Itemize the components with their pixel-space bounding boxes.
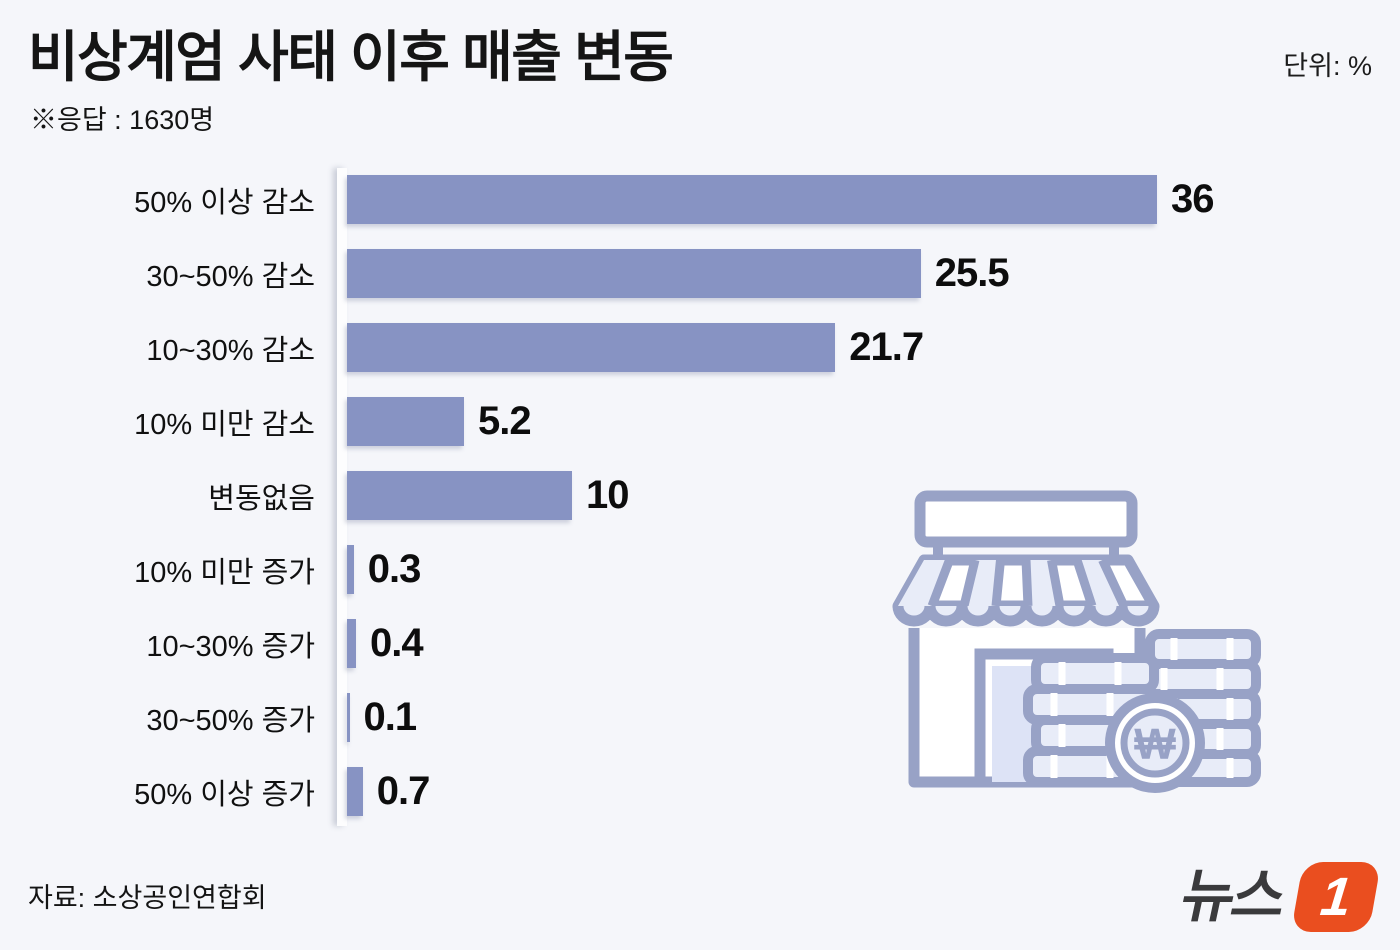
category-label: 10% 미만 증가 <box>134 556 315 589</box>
chart-row: 변동없음 10 <box>0 471 1400 520</box>
bar <box>347 323 836 372</box>
category-label: 10% 미만 감소 <box>134 408 315 441</box>
chart-row: 10% 미만 증가 0.3 <box>0 545 1400 594</box>
category-label: 50% 이상 감소 <box>134 186 315 219</box>
bar <box>347 249 921 298</box>
value-label: 25.5 <box>934 251 1010 295</box>
bar <box>347 175 1157 224</box>
store-sign <box>914 490 1138 548</box>
bar-track: 0.4 <box>332 619 1400 668</box>
bar-track: 21.7 <box>332 323 1400 372</box>
bar-chart: 50% 이상 감소 36 30~50% 감소 25.5 10~30% 감소 21.7 10%… <box>0 175 1400 841</box>
source-label: 자료: 소상공인연합회 <box>28 883 267 913</box>
won-symbol: ₩ <box>1134 720 1176 769</box>
news1-logo-text: 뉴스 <box>1175 864 1291 929</box>
chart-axis-line <box>337 168 347 826</box>
news1-logo-badge: 1 <box>1290 862 1382 932</box>
category-label: 10~30% 증가 <box>146 630 315 663</box>
won-coin: ₩ <box>1105 693 1205 793</box>
chart-row: 10% 미만 감소 5.2 <box>0 397 1400 446</box>
value-label: 5.2 <box>478 399 532 443</box>
category-label: 변동없음 <box>208 482 315 515</box>
value-label: 36 <box>1171 177 1214 221</box>
bar-track: 0.1 <box>332 693 1400 742</box>
category-label: 10~30% 감소 <box>146 334 315 367</box>
category-label: 30~50% 증가 <box>146 704 315 737</box>
chart-row: 50% 이상 증가 0.7 <box>0 767 1400 816</box>
bar <box>347 545 354 594</box>
bar <box>347 767 363 816</box>
bar-track: 36 <box>332 175 1400 224</box>
value-label: 10 <box>586 473 629 517</box>
unit-label: 단위: % <box>1283 51 1372 81</box>
bar-track: 5.2 <box>332 397 1400 446</box>
bar <box>347 693 350 742</box>
chart-row: 10~30% 증가 0.4 <box>0 619 1400 668</box>
chart-row: 50% 이상 감소 36 <box>0 175 1400 224</box>
page-title: 비상계엄 사태 이후 매출 변동 <box>28 26 674 88</box>
category-label: 30~50% 감소 <box>146 260 315 293</box>
respondents-note: ※응답 : 1630명 <box>30 105 215 135</box>
bar <box>347 397 464 446</box>
chart-row: 10~30% 감소 21.7 <box>0 323 1400 372</box>
value-label: 21.7 <box>849 325 924 369</box>
news1-logo: 뉴스 1 <box>1175 858 1382 936</box>
value-label: 0.1 <box>363 695 418 739</box>
bar-track: 0.7 <box>332 767 1400 816</box>
value-label: 0.3 <box>367 547 422 591</box>
bar-track: 25.5 <box>332 249 1400 298</box>
news1-logo-badge-number: 1 <box>1317 867 1355 927</box>
value-label: 0.7 <box>376 769 431 813</box>
storefront-coins-icon: ₩ <box>892 490 1261 793</box>
chart-row: 30~50% 증가 0.1 <box>0 693 1400 742</box>
bar <box>347 619 356 668</box>
value-label: 0.4 <box>370 621 424 665</box>
chart-row: 30~50% 감소 25.5 <box>0 249 1400 298</box>
bar-track: 10 <box>332 471 1400 520</box>
bar <box>347 471 572 520</box>
category-label: 50% 이상 증가 <box>134 778 315 811</box>
bar-track: 0.3 <box>332 545 1400 594</box>
